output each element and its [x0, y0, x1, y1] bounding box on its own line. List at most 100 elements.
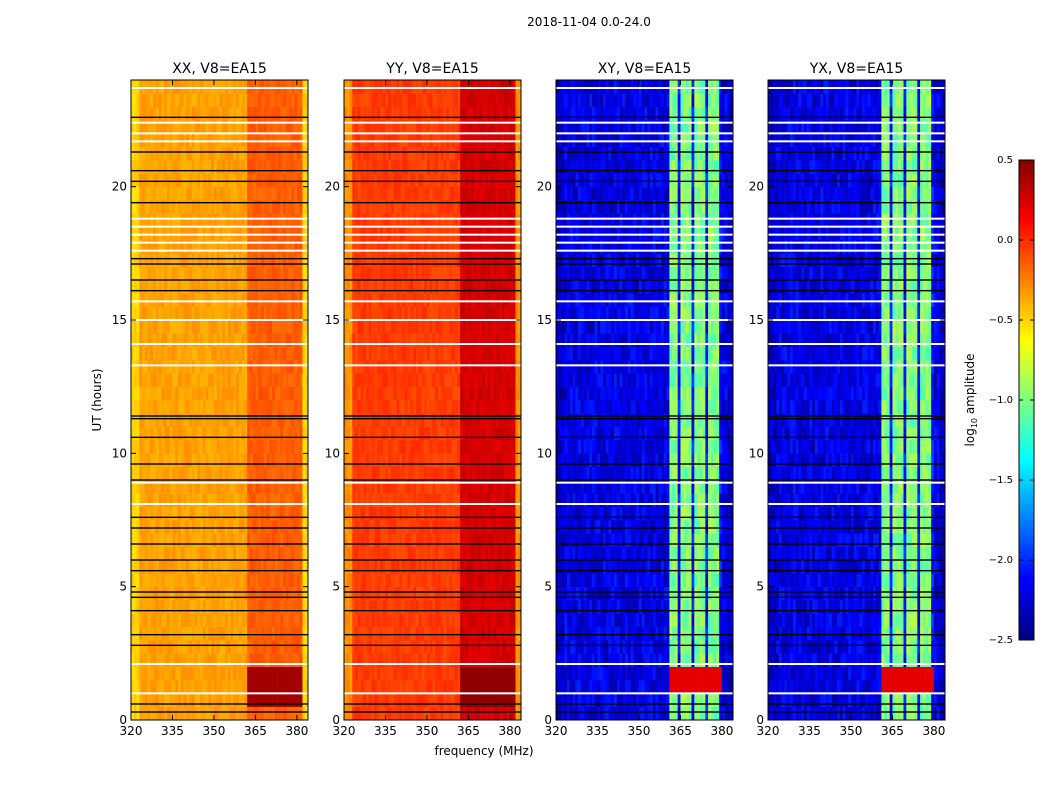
heatmap-cell	[346, 546, 350, 561]
heatmap-cell	[225, 253, 229, 267]
heatmap-cell	[421, 573, 425, 587]
heatmap-cell	[200, 520, 204, 534]
heatmap-cell	[180, 373, 184, 387]
heatmap-cell	[180, 440, 184, 454]
heatmap-cell	[183, 360, 187, 374]
heatmap-cell	[277, 680, 281, 694]
heatmap-cell	[180, 640, 184, 654]
heatmap-cell	[518, 400, 522, 414]
heatmap-cell	[283, 520, 287, 534]
heatmap-cell	[133, 480, 137, 494]
heatmap-cell	[166, 186, 171, 201]
heatmap-cell	[158, 453, 162, 467]
heatmap-cell	[260, 480, 265, 494]
heatmap-cell	[227, 426, 231, 441]
heatmap-cell	[507, 666, 511, 681]
heatmap-cell	[260, 280, 265, 294]
heatmap-cell	[144, 600, 148, 614]
heatmap-cell	[169, 306, 173, 321]
heatmap-cell	[368, 533, 372, 547]
heatmap-cell	[227, 213, 231, 227]
heatmap-cell	[399, 546, 403, 561]
heatmap-cell	[296, 666, 301, 681]
heatmap-cell	[471, 440, 475, 454]
heatmap-cell	[230, 613, 234, 627]
heatmap-cell	[247, 493, 251, 507]
heatmap-cell	[294, 106, 298, 121]
heatmap-cell	[379, 586, 384, 601]
heatmap-cell	[435, 426, 439, 441]
heatmap-cell	[435, 680, 439, 694]
heatmap-cell	[272, 386, 276, 401]
heatmap-cell	[150, 493, 154, 507]
heatmap-cell	[388, 600, 392, 614]
heatmap-cell	[396, 373, 400, 387]
heatmap-cell	[178, 613, 182, 627]
heatmap-cell	[277, 253, 281, 267]
heatmap-cell	[421, 506, 425, 521]
heatmap-cell	[244, 493, 248, 507]
heatmap-cell	[462, 533, 466, 547]
heatmap-cell	[435, 520, 439, 534]
heatmap-cell	[266, 626, 270, 641]
heatmap-cell	[249, 466, 253, 481]
heatmap-cell	[169, 80, 173, 94]
heatmap-cell	[440, 360, 444, 374]
heatmap-cell	[496, 666, 500, 681]
heatmap-cell	[424, 573, 428, 587]
heatmap-cell	[241, 93, 245, 107]
heatmap-cell	[205, 320, 209, 334]
heatmap-cell	[435, 386, 439, 401]
heatmap-cell	[391, 346, 395, 361]
heatmap-cell	[277, 613, 281, 627]
heatmap-cell	[260, 533, 265, 547]
heatmap-cell	[302, 666, 306, 681]
heatmap-cell	[213, 693, 218, 707]
heatmap-cell	[142, 253, 146, 267]
heatmap-cell	[379, 333, 384, 347]
heatmap-cell	[357, 506, 361, 521]
heatmap-cell	[357, 693, 361, 707]
heatmap-cell	[227, 120, 231, 134]
heatmap-cell	[175, 573, 179, 587]
heatmap-cell	[346, 653, 350, 667]
heatmap-cell	[139, 653, 143, 667]
heatmap-cell	[139, 106, 143, 121]
heatmap-cell	[487, 440, 491, 454]
heatmap-cell	[147, 173, 151, 187]
heatmap-cell	[241, 680, 245, 694]
heatmap-cell	[471, 680, 475, 694]
heatmap-cell	[222, 106, 226, 121]
heatmap-cell	[247, 253, 251, 267]
heatmap-cell	[200, 680, 204, 694]
heatmap-cell	[424, 613, 428, 627]
heatmap-cell	[155, 266, 159, 281]
heatmap-cell	[263, 373, 267, 387]
heatmap-cell	[429, 360, 433, 374]
heatmap-cell	[142, 240, 146, 254]
heatmap-cell	[197, 520, 201, 534]
heatmap-cell	[449, 360, 453, 374]
heatmap-cell	[291, 586, 295, 601]
heatmap-cell	[172, 626, 176, 641]
heatmap-cell	[205, 480, 209, 494]
heatmap-cell	[426, 560, 431, 574]
heatmap-cell	[518, 413, 522, 427]
heatmap-cell	[183, 293, 187, 307]
heatmap-cell	[507, 453, 511, 467]
heatmap-cell	[202, 160, 206, 174]
heatmap-cell	[443, 573, 447, 587]
heatmap-cell	[346, 693, 350, 707]
heatmap-cell	[285, 546, 289, 561]
heatmap-cell	[391, 546, 395, 561]
heatmap-cell	[202, 546, 206, 561]
heatmap-cell	[402, 546, 406, 561]
heatmap-cell	[518, 506, 522, 521]
heatmap-cell	[299, 240, 303, 254]
heatmap-cell	[150, 160, 154, 174]
heatmap-cell	[449, 400, 453, 414]
heatmap-cell	[283, 200, 287, 214]
heatmap-cell	[366, 386, 370, 401]
heatmap-cell	[183, 520, 187, 534]
heatmap-cell	[241, 320, 245, 334]
